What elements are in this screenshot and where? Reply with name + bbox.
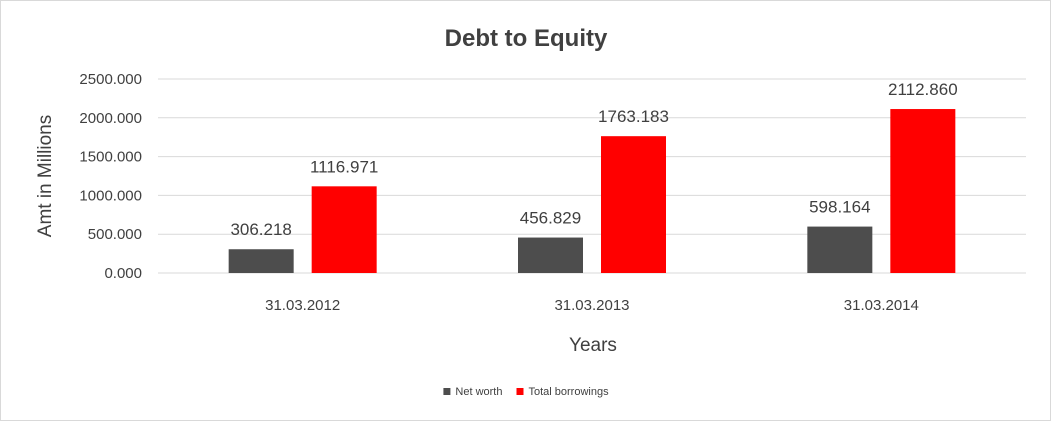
- legend-label: Total borrowings: [528, 386, 609, 398]
- y-tick-label: 2500.000: [79, 71, 142, 88]
- data-label: 1763.183: [598, 107, 669, 126]
- bar: [601, 136, 666, 273]
- bar: [311, 186, 377, 273]
- bar: [518, 237, 583, 273]
- legend: Net worth Total borrowings: [443, 386, 609, 398]
- x-axis-ticks: 31.03.2012 31.03.2013 31.03.2014: [265, 297, 919, 314]
- data-label: 598.164: [809, 198, 870, 217]
- legend-swatch: [443, 388, 451, 395]
- y-tick-label: 2000.000: [79, 110, 142, 127]
- gridlines: [158, 78, 1026, 274]
- y-axis-title: Amt in Millions: [35, 115, 56, 237]
- bar: [228, 249, 294, 273]
- y-tick-label: 0.000: [104, 265, 142, 282]
- bar: [890, 109, 956, 274]
- x-tick-label: 31.03.2014: [844, 297, 919, 314]
- legend-label: Net worth: [455, 386, 502, 398]
- legend-swatch: [516, 388, 524, 395]
- x-tick-label: 31.03.2012: [265, 297, 340, 314]
- y-tick-label: 500.000: [88, 226, 142, 243]
- bars: [228, 109, 956, 274]
- data-label: 1116.971: [310, 157, 378, 176]
- data-label: 456.829: [520, 209, 581, 228]
- data-label: 2112.860: [888, 80, 958, 99]
- y-tick-label: 1000.000: [79, 187, 142, 204]
- chart-title: Debt to Equity: [445, 25, 608, 52]
- x-axis-title: Years: [569, 335, 617, 356]
- data-label: 306.218: [230, 220, 291, 239]
- bar: [807, 226, 873, 273]
- data-labels: 306.218 1116.971 456.829 1763.183 598.164 211…: [230, 80, 957, 239]
- y-axis-ticks: 0.000 500.000 1000.000 1500.000 2000.000 2500…: [79, 71, 142, 282]
- y-tick-label: 1500.000: [79, 149, 142, 166]
- x-tick-label: 31.03.2013: [554, 297, 629, 314]
